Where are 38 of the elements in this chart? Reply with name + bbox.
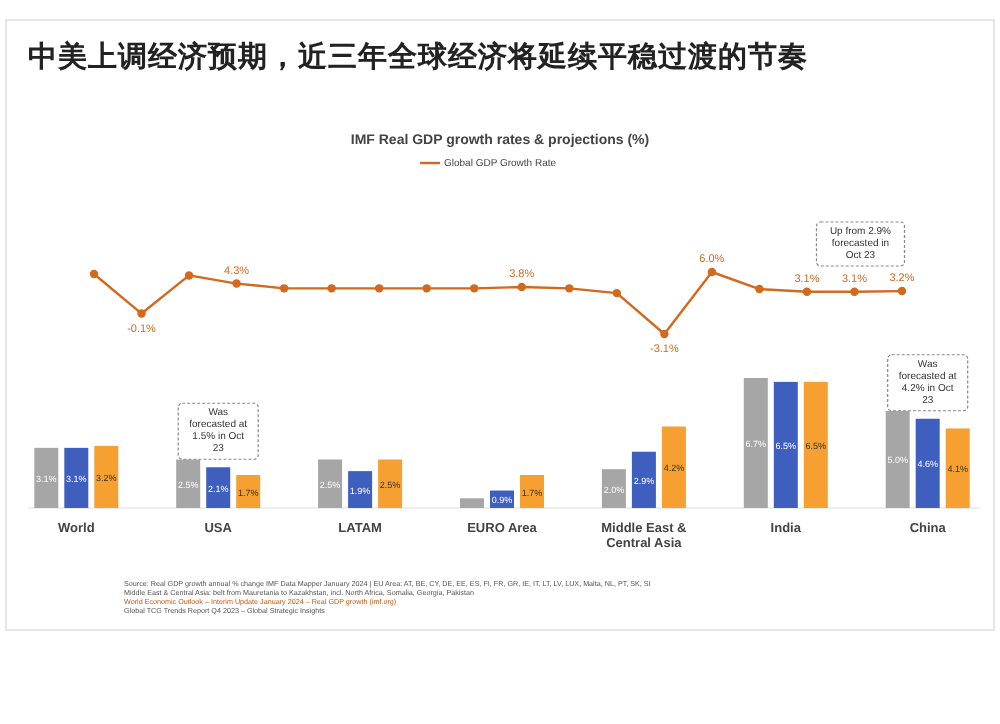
chart-title: 中美上调经济预期，近三年全球经济将延续平稳过渡的节奏 bbox=[28, 38, 808, 74]
point bbox=[565, 284, 574, 293]
bar bbox=[206, 467, 231, 508]
point bbox=[184, 271, 194, 280]
bar bbox=[885, 410, 910, 508]
bar bbox=[176, 459, 201, 508]
point bbox=[850, 287, 859, 296]
point bbox=[707, 267, 717, 277]
bar bbox=[64, 447, 89, 508]
bar bbox=[945, 428, 970, 508]
bar bbox=[460, 498, 484, 508]
point bbox=[755, 284, 764, 294]
bar bbox=[520, 475, 544, 508]
bar bbox=[915, 418, 940, 508]
point bbox=[470, 284, 479, 293]
bar bbox=[773, 381, 798, 508]
bar bbox=[94, 445, 119, 508]
bar bbox=[318, 459, 343, 508]
point bbox=[137, 309, 146, 318]
bar bbox=[803, 381, 828, 508]
bar bbox=[348, 471, 373, 508]
bar bbox=[743, 378, 768, 508]
point bbox=[612, 288, 622, 298]
point bbox=[374, 284, 384, 293]
bar bbox=[661, 426, 686, 508]
point bbox=[279, 284, 289, 293]
point bbox=[517, 282, 526, 292]
point bbox=[422, 284, 431, 293]
point bbox=[897, 286, 907, 296]
point bbox=[802, 287, 812, 296]
point bbox=[660, 329, 669, 339]
point bbox=[232, 279, 241, 288]
bar bbox=[631, 451, 656, 508]
bar bbox=[34, 447, 59, 508]
bar bbox=[601, 469, 626, 508]
point bbox=[327, 284, 336, 293]
bar bbox=[378, 459, 403, 508]
point bbox=[89, 269, 99, 279]
